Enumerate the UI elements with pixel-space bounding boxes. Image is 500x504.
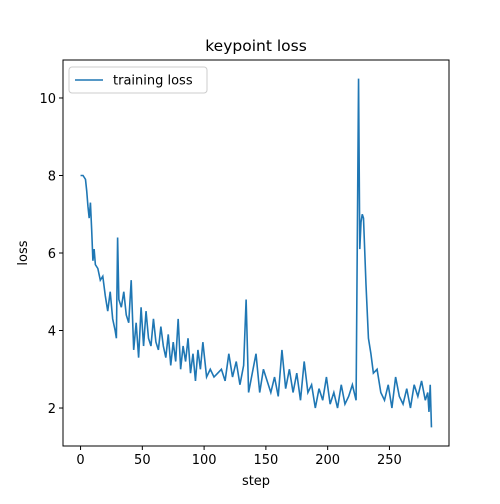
x-tick-label: 50 [134,453,151,468]
y-tick-label: 6 [48,247,56,262]
x-tick-label: 0 [76,453,84,468]
x-tick-label: 100 [192,453,217,468]
y-axis-label: loss [16,240,31,265]
plot-frame [62,59,450,447]
x-tick-label: 200 [315,453,340,468]
legend-box [68,66,208,94]
x-axis-label: step [242,474,270,489]
x-tick-label: 150 [253,453,278,468]
chart-title: keypoint loss [205,37,307,55]
y-tick-label: 4 [48,325,56,340]
y-tick-label: 2 [48,402,56,417]
y-tick-label: 8 [48,169,56,184]
y-tick-label: 10 [39,92,56,107]
line-series [80,78,433,428]
x-tick-label: 250 [377,453,402,468]
legend-label: training loss [113,74,193,89]
